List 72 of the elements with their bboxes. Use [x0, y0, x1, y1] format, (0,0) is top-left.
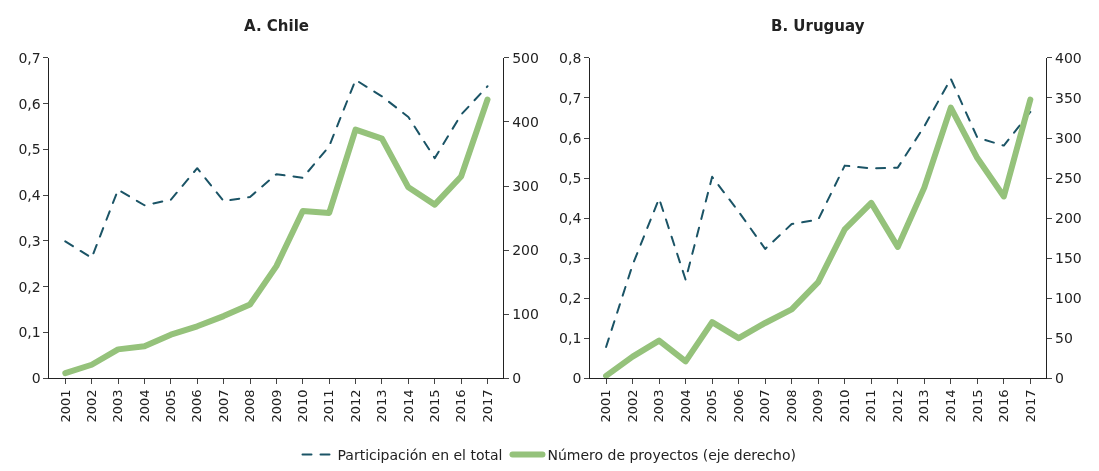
x-tick-label: 2007 [215, 389, 231, 423]
x-tick-label: 2005 [163, 389, 179, 423]
x-tick-label: 2016 [996, 389, 1012, 423]
x-tick-label: 2005 [704, 389, 720, 423]
x-tick-label: 2010 [836, 389, 852, 423]
y2-tick-label: 50 [1055, 330, 1073, 347]
y2-tick-label: 100 [1055, 290, 1082, 307]
line-series [605, 77, 1032, 348]
x-tick-label: 2001 [598, 389, 614, 423]
x-tick-label: 2002 [624, 389, 640, 423]
x-tick-label: 2013 [374, 389, 390, 423]
y2-tick-label: 0 [1055, 370, 1064, 387]
y2-tick-label: 300 [512, 177, 539, 194]
x-tick-label: 2006 [730, 389, 746, 423]
x-tick-label: 2001 [57, 389, 73, 423]
x-tick-label: 2012 [889, 389, 905, 423]
y-tick-label: 0,1 [559, 330, 582, 347]
x-tick-label: 2015 [426, 389, 442, 423]
x-tick-label: 2003 [110, 389, 126, 423]
x-tick-label: 2011 [321, 389, 337, 423]
x-tick-label: 2015 [969, 389, 985, 423]
x-tick-label: 2008 [242, 389, 258, 423]
x-tick-label: 2012 [347, 389, 363, 423]
x-tick-label: 2017 [1022, 389, 1038, 423]
x-tick-label: 2008 [783, 389, 799, 423]
y2-tick-label: 350 [1055, 89, 1082, 106]
y2-tick-label: 300 [1055, 129, 1082, 146]
y2-tick-label: 100 [512, 306, 539, 323]
y-tick-label: 0,7 [559, 89, 582, 106]
chart-title: A. Chile [244, 17, 309, 35]
y-tick-label: 0,5 [18, 141, 41, 158]
legend-label: Número de proyectos (eje derecho) [547, 447, 796, 464]
y-tick-label: 0,8 [559, 49, 582, 66]
x-tick-label: 2009 [268, 389, 284, 423]
y-tick-label: 0,1 [18, 324, 41, 341]
chart-title: B. Uruguay [771, 17, 865, 35]
y2-tick-label: 500 [512, 49, 539, 66]
x-tick-label: 2006 [189, 389, 205, 423]
x-tick-label: 2011 [863, 389, 879, 423]
y-tick-label: 0 [31, 370, 41, 387]
x-tick-label: 2007 [757, 389, 773, 423]
y-tick-label: 0,6 [559, 129, 582, 146]
y2-tick-label: 200 [512, 242, 539, 258]
y2-tick-label: 400 [512, 113, 539, 130]
x-tick-label: 2003 [651, 389, 667, 423]
y2-tick-label: 400 [1055, 49, 1082, 66]
y-tick-label: 0,4 [559, 209, 582, 226]
line-series [64, 78, 489, 259]
x-tick-label: 2016 [453, 389, 469, 423]
y-tick-label: 0,5 [559, 169, 582, 186]
y-tick-label: 0,3 [18, 232, 41, 249]
x-tick-label: 2009 [810, 389, 826, 423]
x-tick-label: 2014 [943, 389, 959, 423]
y-tick-label: 0,3 [559, 250, 582, 267]
y2-tick-label: 0 [512, 370, 522, 387]
legend-label: Participación en el total [337, 447, 503, 464]
y2-tick-label: 150 [1055, 250, 1082, 267]
y-tick-label: 0 [572, 370, 582, 387]
x-tick-label: 2010 [295, 389, 311, 423]
x-tick-label: 2014 [400, 389, 416, 423]
y-tick-label: 0,7 [18, 49, 41, 66]
y2-tick-label: 200 [1055, 209, 1082, 226]
x-tick-label: 2004 [677, 389, 693, 423]
y2-tick-label: 250 [1055, 169, 1082, 186]
x-tick-label: 2017 [479, 389, 495, 423]
x-tick-label: 2002 [83, 389, 99, 423]
y-tick-label: 0,6 [18, 95, 41, 112]
y-tick-label: 0,2 [559, 290, 582, 307]
y-tick-label: 0,4 [18, 187, 41, 204]
x-tick-label: 2004 [136, 389, 152, 423]
y-tick-label: 0,2 [18, 278, 41, 295]
x-tick-label: 2013 [916, 389, 932, 423]
